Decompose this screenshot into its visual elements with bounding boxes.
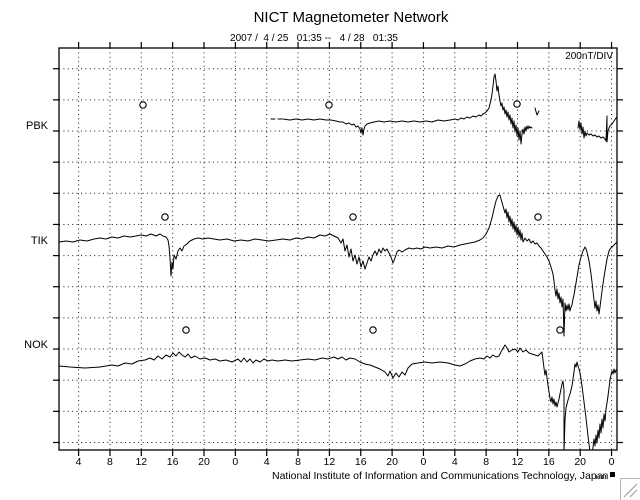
station-label-tik: TIK [30,235,48,247]
x-tick-label: 12 [135,456,148,468]
resize-grip-icon [623,483,638,498]
plot-frame [58,47,618,451]
x-tick-label: 20 [198,456,210,468]
day-marker-circle [349,213,357,221]
x-tick-label: 8 [483,456,490,468]
x-tick-label: 8 [295,456,301,468]
trace-pbk [534,107,540,116]
trace-pbk [577,115,618,143]
x-tick-label: 0 [608,456,615,468]
x-tick-label: 20 [574,456,587,468]
x-tick-label: 16 [354,456,367,468]
x-tick-label: 12 [323,456,336,468]
x-tick-label: 12 [511,456,524,468]
x-tick-label: 8 [107,456,113,468]
x-tick-label: 0 [232,456,239,468]
trace-nok [58,344,618,450]
page-title: NICT Magnetometer Network [253,9,449,26]
x-tick-label: 4 [263,456,270,468]
x-tick-label: 4 [451,456,458,468]
x-tick-label: 16 [543,456,555,468]
station-label-nok: NOK [24,339,48,351]
tiny-watermark-glyphs [596,475,608,479]
day-marker-circle [139,101,147,109]
day-marker-circle [534,213,542,221]
day-marker-circle [513,100,521,108]
x-tick-label: 20 [386,456,398,468]
station-label-pbk: PBK [25,120,48,132]
day-marker-circle [556,326,564,334]
day-marker-circle [325,101,333,109]
date-range-subtitle: 2007 / 4 / 25 01:35 -- 4 / 28 01:35 [230,33,398,44]
footer-credit: National Institute of Information and Co… [272,470,609,482]
x-tick-label: 4 [75,456,82,468]
trace-pbk [282,73,533,145]
scale-per-division-label: 200nT/DIV [565,51,613,62]
resize-grip[interactable] [620,478,640,500]
trace-tik [58,194,618,337]
day-marker-circle [369,326,377,334]
day-marker-circle [161,213,169,221]
tiny-logo-square [610,472,615,477]
x-tick-label: 16 [166,456,179,468]
x-tick-label: 0 [420,456,427,468]
day-marker-circle [182,326,190,334]
